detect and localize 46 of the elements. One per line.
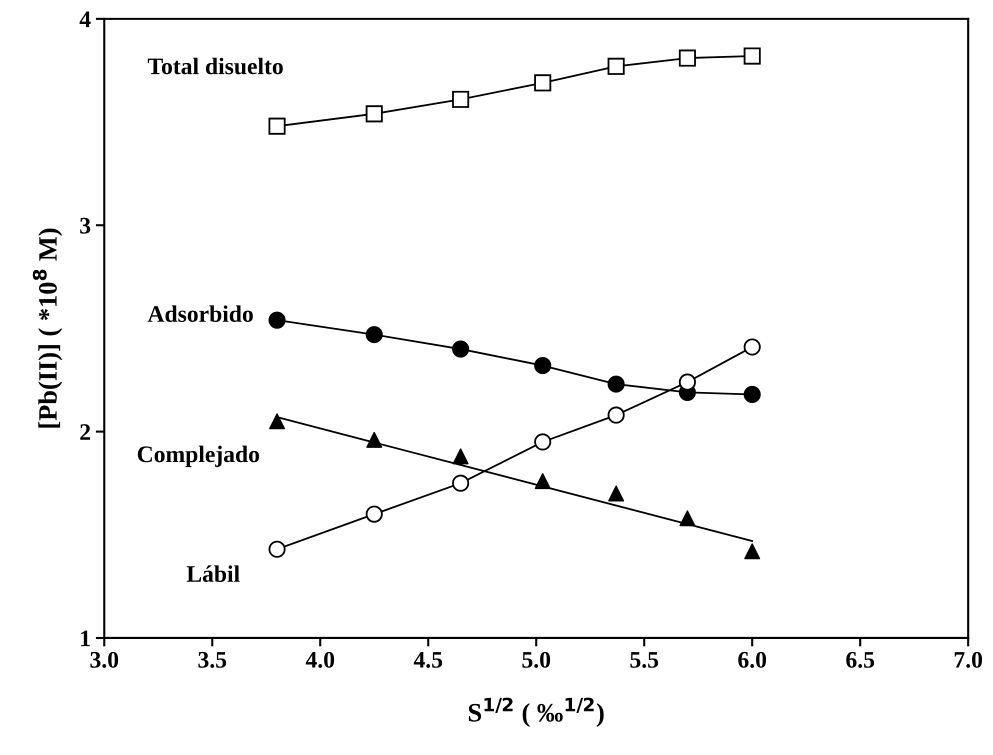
point — [366, 432, 382, 448]
point — [366, 105, 383, 122]
point — [608, 58, 625, 75]
point — [678, 374, 696, 391]
series-label: Complejado — [138, 446, 260, 468]
point — [452, 90, 470, 108]
point — [534, 357, 552, 374]
point — [744, 47, 761, 65]
point — [534, 433, 552, 450]
y-tick-label: 3 — [80, 218, 90, 234]
series-label: Lábil — [186, 565, 240, 582]
x-tick-label: 5.5 — [630, 652, 658, 668]
point — [268, 118, 286, 135]
point — [269, 413, 286, 430]
y-axis-title: [Pb(II)] ( *10$^{8}$ M) — [32, 228, 62, 428]
x-tick-label: 4.0 — [306, 652, 334, 668]
point — [608, 486, 624, 502]
y-tick-label: 4 — [80, 12, 91, 28]
point — [366, 506, 383, 523]
point — [534, 74, 552, 92]
x-tick-label: 6.0 — [738, 652, 766, 668]
point — [452, 474, 470, 492]
x-tick-label: 4.5 — [414, 652, 442, 668]
point — [452, 340, 470, 358]
x-tick-label: 5.0 — [522, 652, 550, 668]
point — [534, 473, 551, 490]
point — [268, 540, 286, 558]
y-tick-label: 1 — [81, 630, 90, 646]
point — [452, 448, 469, 464]
x-tick-label: 6.5 — [846, 652, 874, 668]
x-tick-label: 7.0 — [954, 652, 982, 668]
point — [744, 386, 761, 404]
point — [744, 338, 761, 356]
y-tick-label: 2 — [80, 424, 90, 440]
point — [608, 406, 625, 424]
series-label: Adsorbido — [148, 305, 253, 322]
point — [268, 312, 286, 329]
point — [679, 510, 696, 526]
x-tick-label: 3.5 — [198, 652, 226, 668]
point — [678, 50, 696, 67]
x-axis-title: S$^{1/2}$ ( ‰$^{1/2}$) — [468, 698, 604, 728]
series-label: Total disuelto — [148, 58, 283, 74]
point — [608, 376, 625, 393]
point — [366, 326, 383, 344]
point — [744, 543, 760, 560]
x-tick-label: 3.0 — [90, 652, 118, 668]
